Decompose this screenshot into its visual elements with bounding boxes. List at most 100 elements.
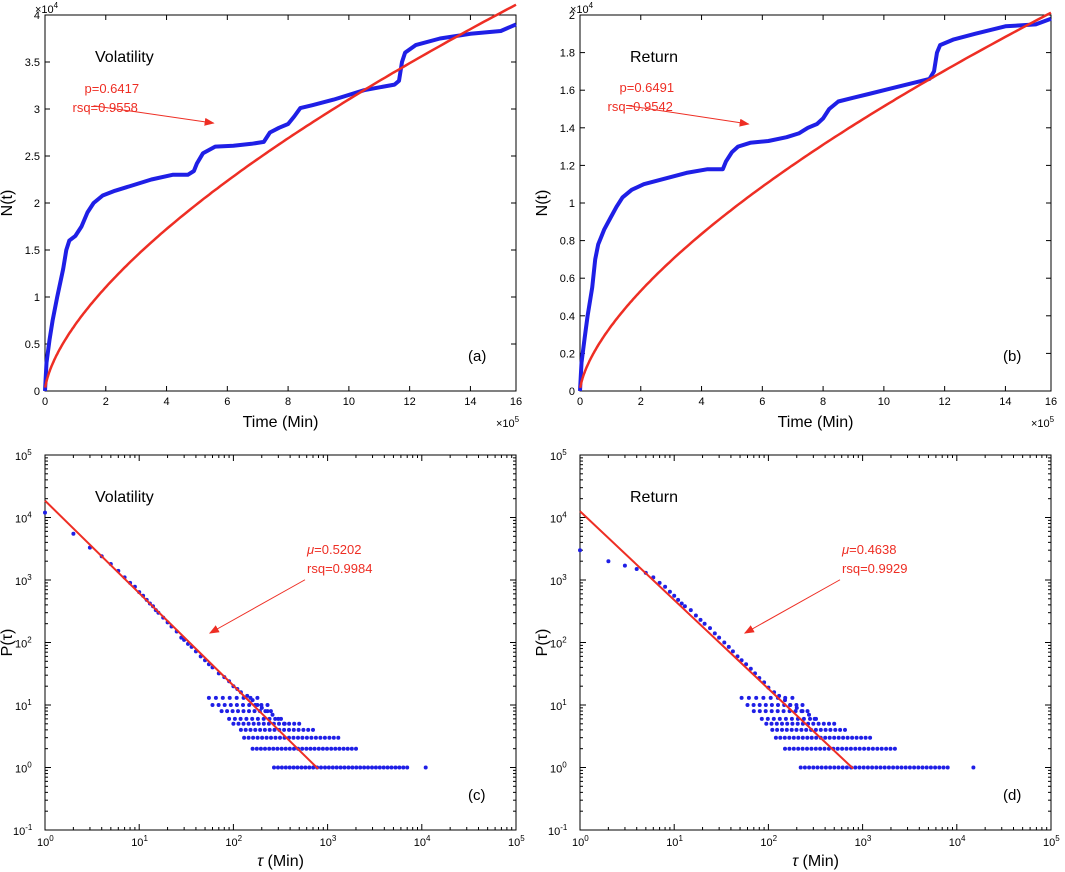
data-point <box>272 727 277 732</box>
data-point <box>277 721 281 726</box>
data-point <box>916 765 921 770</box>
data-point <box>813 727 818 732</box>
data-point <box>754 695 759 700</box>
data-point <box>884 746 889 751</box>
data-point <box>242 735 247 740</box>
x-axis-label: τ (Min) <box>792 853 839 870</box>
data-point <box>818 746 823 751</box>
panel-title: Volatility <box>95 49 154 66</box>
data-point <box>895 765 900 770</box>
y-tick-label: 105 <box>550 448 567 463</box>
data-point <box>778 735 783 740</box>
y-tick-label: 100 <box>550 761 567 776</box>
y-tick-label: 2 <box>34 198 40 210</box>
data-point <box>823 735 828 740</box>
data-point <box>748 666 753 671</box>
data-point <box>804 727 809 732</box>
data-point <box>248 695 253 700</box>
data-point <box>606 559 611 564</box>
panel-label: (b) <box>1003 348 1021 365</box>
data-point <box>874 765 879 770</box>
data-point <box>789 727 794 732</box>
data-point <box>291 735 296 740</box>
data-point <box>708 626 712 631</box>
data-point <box>808 716 812 721</box>
data-point <box>891 765 896 770</box>
data-point <box>265 703 270 707</box>
data-curve <box>578 16 1052 392</box>
data-point <box>267 727 272 732</box>
data-point <box>225 709 230 714</box>
data-point <box>726 644 731 649</box>
data-point <box>814 716 818 721</box>
data-point <box>693 613 698 618</box>
y-tick-label: 2.5 <box>25 151 40 163</box>
data-point <box>809 735 814 740</box>
data-point <box>329 746 334 751</box>
fit-line <box>44 499 319 770</box>
data-point <box>345 746 350 751</box>
data-point <box>822 746 827 751</box>
data-point <box>853 746 858 751</box>
y-multiplier: ×104 <box>570 1 594 16</box>
data-point <box>788 703 793 707</box>
data-point <box>941 765 946 770</box>
data-point <box>771 716 776 721</box>
fit-curve <box>579 11 1052 389</box>
data-point <box>865 765 870 770</box>
data-point <box>844 746 849 751</box>
data-point <box>304 735 309 740</box>
data-point <box>358 765 363 770</box>
data-point <box>823 765 828 770</box>
data-point <box>308 746 313 751</box>
data-point <box>807 765 812 770</box>
data-point <box>263 709 268 714</box>
y-tick-label: 3.5 <box>25 57 40 69</box>
data-point <box>795 721 800 726</box>
data-point <box>234 695 239 700</box>
data-point <box>258 727 263 732</box>
y-tick-label: 1 <box>569 198 575 210</box>
data-point <box>937 765 942 770</box>
data-point <box>790 721 795 726</box>
data-point <box>783 716 788 721</box>
data-point <box>813 746 818 751</box>
data-point <box>663 584 668 589</box>
data-point <box>702 621 707 626</box>
data-point <box>838 727 843 732</box>
data-point <box>269 735 273 740</box>
x-axis-label: Time (Min) <box>778 414 854 431</box>
data-point <box>206 695 211 700</box>
data-point <box>236 709 240 714</box>
data-point <box>231 721 236 726</box>
fit-rsq-label: rsq=0.9542 <box>608 99 673 114</box>
y-tick-label: 102 <box>550 636 567 651</box>
data-point <box>333 746 338 751</box>
x-tick-label: 104 <box>949 834 966 849</box>
data-point <box>857 765 862 770</box>
data-point <box>805 735 810 740</box>
data-point <box>717 635 722 640</box>
y-tick-label: 0.8 <box>560 236 575 248</box>
fit-rsq-label: rsq=0.9984 <box>307 561 372 576</box>
data-point <box>794 727 799 732</box>
data-point <box>273 716 278 721</box>
data-point <box>276 765 280 770</box>
data-point <box>768 695 773 700</box>
fit-exponent-label: μ=0.5202 <box>306 542 361 557</box>
data-point <box>253 727 258 732</box>
data-point <box>300 746 305 751</box>
data-point <box>870 746 875 751</box>
data-point <box>230 709 235 714</box>
data-point <box>774 721 779 726</box>
annotation-arrow <box>93 105 215 126</box>
data-point <box>292 746 296 751</box>
data-point <box>682 604 687 609</box>
data-point <box>244 716 249 721</box>
data-point <box>423 765 428 770</box>
data-point <box>799 709 804 714</box>
x-tick-label: 0 <box>42 396 48 408</box>
data-point <box>790 695 795 700</box>
data-point <box>818 727 823 732</box>
data-point <box>248 727 253 732</box>
